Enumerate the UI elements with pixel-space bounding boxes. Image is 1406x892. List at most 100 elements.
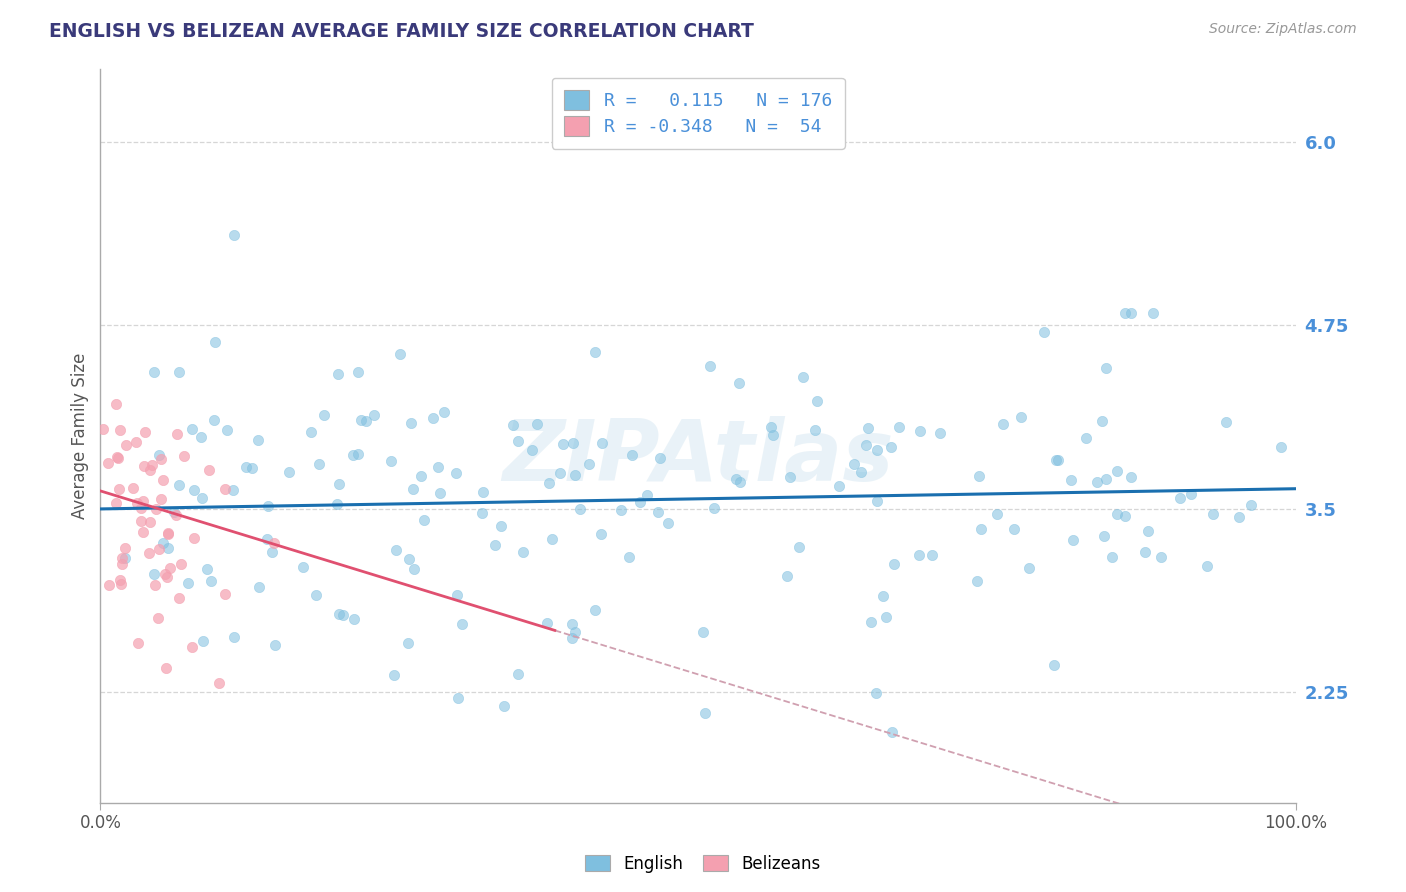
Point <box>363 408 385 422</box>
Point <box>526 417 548 431</box>
Point <box>1092 528 1115 542</box>
Point <box>108 482 131 496</box>
Point <box>866 443 889 458</box>
Point <box>354 413 377 427</box>
Point <box>970 522 993 536</box>
Point <box>132 525 155 540</box>
Point <box>110 576 132 591</box>
Point <box>240 461 263 475</box>
Point <box>110 423 132 437</box>
Point <box>183 531 205 545</box>
Point <box>1270 440 1292 454</box>
Point <box>548 467 571 481</box>
Point <box>114 541 136 555</box>
Point <box>142 567 165 582</box>
Point <box>139 515 162 529</box>
Point <box>583 345 606 359</box>
Point <box>561 616 583 631</box>
Point <box>966 574 988 589</box>
Point <box>277 465 299 479</box>
Legend: R =   0.115   N = 176, R = -0.348   N =  54: R = 0.115 N = 176, R = -0.348 N = 54 <box>551 78 845 149</box>
Point <box>263 535 285 549</box>
Point <box>844 457 866 471</box>
Point <box>883 557 905 571</box>
Point <box>804 423 827 437</box>
Point <box>398 552 420 566</box>
Point <box>1136 524 1159 538</box>
Point <box>217 423 239 437</box>
Point <box>156 569 179 583</box>
Point <box>132 458 155 473</box>
Point <box>619 550 641 565</box>
Point <box>222 630 245 644</box>
Text: Source: ZipAtlas.com: Source: ZipAtlas.com <box>1209 22 1357 37</box>
Point <box>146 611 169 625</box>
Point <box>1018 561 1040 575</box>
Point <box>908 425 931 439</box>
Point <box>761 420 783 434</box>
Point <box>156 526 179 541</box>
Point <box>512 544 534 558</box>
Point <box>792 370 814 384</box>
Point <box>880 440 903 454</box>
Point <box>1133 544 1156 558</box>
Point <box>346 447 368 461</box>
Point <box>502 417 524 432</box>
Point <box>1094 361 1116 376</box>
Point <box>385 543 408 558</box>
Point <box>1043 658 1066 673</box>
Point <box>967 468 990 483</box>
Point <box>292 560 315 574</box>
Point <box>195 561 218 575</box>
Text: ENGLISH VS BELIZEAN AVERAGE FAMILY SIZE CORRELATION CHART: ENGLISH VS BELIZEAN AVERAGE FAMILY SIZE … <box>49 22 754 41</box>
Point <box>703 500 725 515</box>
Point <box>1059 473 1081 487</box>
Point <box>908 549 931 563</box>
Point <box>183 483 205 498</box>
Point <box>149 492 172 507</box>
Point <box>699 359 721 373</box>
Point <box>929 426 952 441</box>
Point <box>447 691 470 706</box>
Point <box>429 485 451 500</box>
Point <box>198 463 221 477</box>
Point <box>98 578 121 592</box>
Point <box>1062 533 1084 547</box>
Point <box>1114 306 1136 320</box>
Point <box>849 465 872 479</box>
Point <box>855 438 877 452</box>
Point <box>97 457 120 471</box>
Point <box>561 632 583 646</box>
Point <box>728 376 751 390</box>
Point <box>402 482 425 496</box>
Point <box>152 473 174 487</box>
Point <box>413 513 436 527</box>
Point <box>865 686 887 700</box>
Point <box>127 496 149 510</box>
Point <box>647 505 669 519</box>
Point <box>636 488 658 502</box>
Point <box>249 580 271 594</box>
Point <box>129 500 152 515</box>
Point <box>858 421 880 435</box>
Point <box>235 459 257 474</box>
Point <box>165 508 187 523</box>
Point <box>396 636 419 650</box>
Point <box>246 433 269 447</box>
Point <box>382 668 405 682</box>
Point <box>446 588 468 602</box>
Point <box>208 676 231 690</box>
Point <box>1197 559 1219 574</box>
Point <box>860 615 883 629</box>
Point <box>91 422 114 436</box>
Point <box>1119 305 1142 319</box>
Point <box>1002 522 1025 536</box>
Point <box>762 428 785 442</box>
Point <box>451 616 474 631</box>
Point <box>312 409 335 423</box>
Point <box>426 460 449 475</box>
Point <box>828 479 851 493</box>
Point <box>1032 325 1054 339</box>
Point <box>347 366 370 380</box>
Point <box>506 667 529 681</box>
